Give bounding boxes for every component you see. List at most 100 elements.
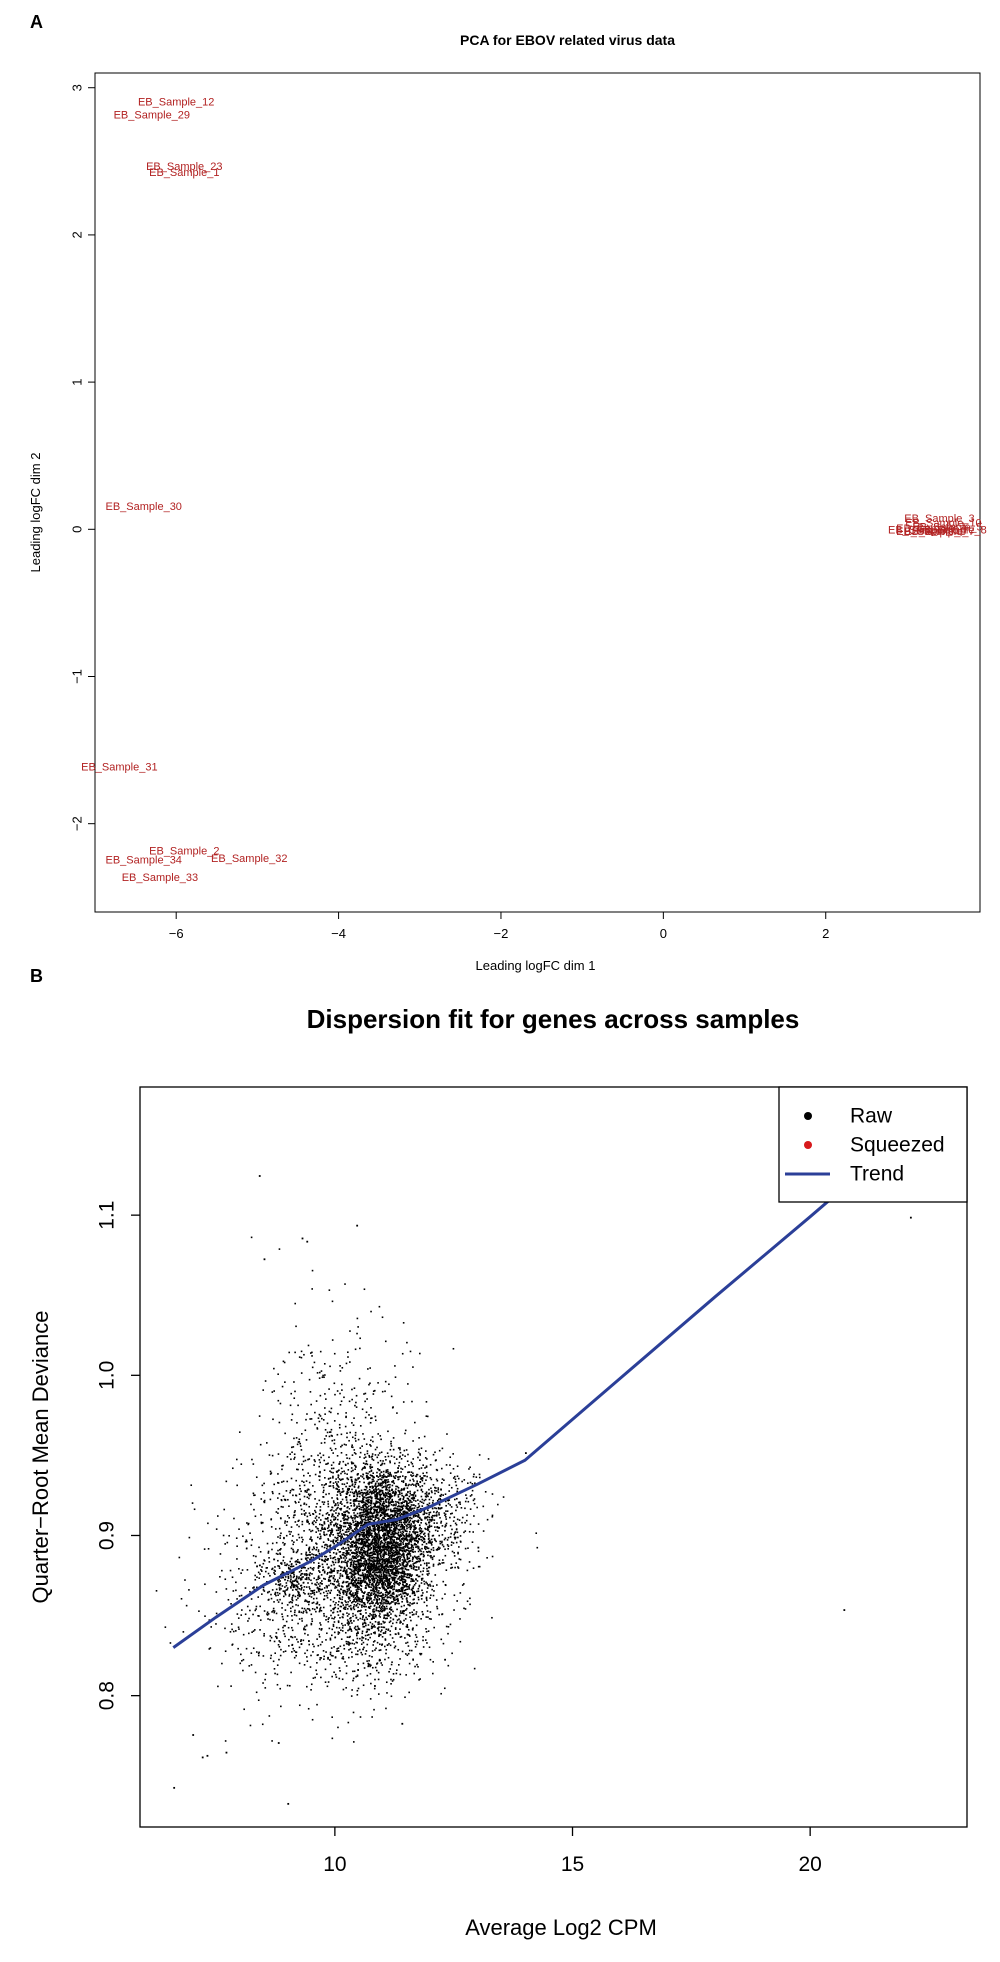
raw-point xyxy=(386,1505,389,1508)
raw-point xyxy=(407,1628,410,1631)
raw-point xyxy=(376,1545,379,1548)
raw-point xyxy=(290,1563,293,1565)
raw-point xyxy=(349,1568,352,1571)
raw-point xyxy=(365,1474,368,1477)
raw-point xyxy=(359,1515,361,1517)
raw-point xyxy=(406,1601,408,1603)
raw-point xyxy=(430,1555,432,1557)
raw-point xyxy=(410,1567,413,1570)
raw-point xyxy=(380,1577,382,1580)
raw-point xyxy=(394,1602,396,1604)
raw-point xyxy=(406,1546,409,1549)
raw-point xyxy=(366,1496,369,1499)
raw-point xyxy=(379,1595,382,1597)
raw-point xyxy=(457,1536,459,1539)
raw-point xyxy=(397,1583,399,1585)
raw-point xyxy=(346,1543,349,1546)
raw-point xyxy=(349,1565,352,1568)
raw-point xyxy=(396,1543,398,1545)
raw-point xyxy=(388,1578,390,1581)
raw-point xyxy=(367,1614,370,1617)
raw-point xyxy=(421,1477,424,1480)
raw-point xyxy=(354,1516,356,1519)
raw-point xyxy=(311,1522,314,1525)
raw-point xyxy=(366,1551,369,1553)
raw-point xyxy=(411,1475,413,1478)
raw-point xyxy=(392,1541,395,1544)
raw-point xyxy=(378,1533,380,1536)
raw-point xyxy=(399,1579,401,1581)
raw-point xyxy=(370,1554,373,1557)
raw-point xyxy=(361,1538,364,1541)
raw-point xyxy=(415,1611,418,1613)
raw-point xyxy=(406,1539,409,1542)
raw-point xyxy=(430,1594,432,1597)
raw-point xyxy=(425,1493,428,1495)
raw-point xyxy=(398,1552,400,1555)
raw-point xyxy=(391,1484,394,1487)
raw-point xyxy=(373,1565,376,1567)
raw-point xyxy=(337,1470,339,1472)
raw-point xyxy=(343,1557,345,1559)
raw-point xyxy=(347,1623,350,1625)
raw-point xyxy=(354,1528,356,1530)
raw-point xyxy=(284,1592,287,1595)
raw-point xyxy=(343,1513,346,1516)
raw-point xyxy=(397,1531,400,1534)
raw-point xyxy=(271,1391,274,1393)
raw-point xyxy=(305,1418,307,1421)
raw-point xyxy=(408,1635,411,1637)
raw-point xyxy=(378,1562,381,1564)
raw-point xyxy=(334,1558,337,1561)
raw-point xyxy=(383,1462,386,1465)
raw-point xyxy=(370,1492,373,1495)
raw-point xyxy=(376,1574,378,1577)
raw-point xyxy=(296,1524,298,1526)
raw-point xyxy=(224,1650,227,1653)
raw-point xyxy=(387,1537,390,1539)
raw-point xyxy=(362,1546,364,1549)
raw-point xyxy=(397,1529,400,1531)
raw-point xyxy=(415,1643,418,1646)
raw-point xyxy=(360,1589,362,1592)
raw-point xyxy=(437,1546,440,1549)
raw-point xyxy=(349,1533,351,1535)
raw-point xyxy=(381,1569,384,1572)
raw-point xyxy=(392,1568,395,1570)
raw-point xyxy=(393,1584,396,1586)
raw-point xyxy=(383,1568,386,1570)
raw-point xyxy=(298,1561,301,1564)
raw-point xyxy=(384,1513,387,1515)
raw-point xyxy=(392,1490,394,1493)
raw-point xyxy=(386,1692,388,1694)
raw-point xyxy=(401,1589,403,1592)
raw-point xyxy=(380,1591,383,1594)
raw-point xyxy=(294,1584,296,1587)
raw-point xyxy=(348,1622,351,1624)
raw-point xyxy=(385,1567,388,1570)
raw-point xyxy=(389,1536,392,1538)
raw-point xyxy=(370,1633,373,1635)
raw-point xyxy=(410,1541,413,1543)
raw-point xyxy=(371,1525,374,1528)
raw-point xyxy=(403,1501,406,1503)
raw-point xyxy=(370,1577,373,1580)
raw-point xyxy=(388,1502,390,1505)
raw-point xyxy=(355,1515,358,1518)
raw-point xyxy=(354,1580,356,1582)
raw-point xyxy=(425,1450,427,1452)
raw-point xyxy=(364,1513,367,1515)
raw-point xyxy=(327,1530,330,1532)
raw-point xyxy=(412,1458,415,1460)
raw-point xyxy=(352,1521,355,1524)
raw-point xyxy=(382,1504,385,1507)
raw-point xyxy=(376,1567,379,1569)
raw-point xyxy=(366,1555,369,1557)
raw-point xyxy=(291,1605,294,1608)
raw-point xyxy=(354,1509,356,1512)
raw-point xyxy=(309,1572,312,1574)
raw-point xyxy=(414,1542,416,1545)
raw-point xyxy=(391,1509,394,1512)
raw-point xyxy=(363,1646,365,1649)
raw-point xyxy=(374,1631,376,1634)
